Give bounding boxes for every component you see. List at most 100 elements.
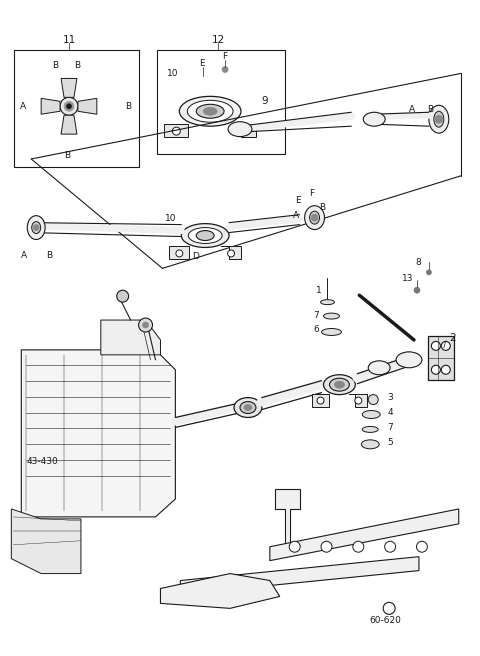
Bar (14, 50, 139, 167)
Text: B: B (64, 150, 70, 159)
Polygon shape (232, 124, 256, 137)
Text: F: F (310, 190, 315, 198)
Polygon shape (180, 557, 419, 594)
Text: A: A (21, 251, 27, 260)
Circle shape (353, 541, 364, 552)
Ellipse shape (329, 379, 349, 391)
Ellipse shape (362, 411, 380, 419)
Circle shape (143, 322, 148, 328)
Ellipse shape (429, 106, 449, 133)
Polygon shape (41, 98, 60, 114)
Polygon shape (221, 247, 241, 259)
Polygon shape (169, 247, 189, 259)
Ellipse shape (180, 96, 241, 126)
Circle shape (176, 250, 183, 257)
Polygon shape (101, 320, 160, 355)
Circle shape (426, 270, 432, 275)
Circle shape (432, 341, 440, 350)
Text: 1: 1 (315, 286, 321, 295)
Polygon shape (21, 350, 175, 517)
Circle shape (289, 541, 300, 552)
Text: 11: 11 (62, 35, 76, 45)
Text: 12: 12 (212, 35, 225, 45)
Ellipse shape (335, 381, 344, 388)
Text: 10: 10 (166, 214, 177, 223)
Polygon shape (160, 573, 280, 608)
Ellipse shape (324, 313, 339, 319)
Text: A: A (293, 211, 299, 220)
Text: B: B (320, 203, 325, 212)
Circle shape (414, 287, 420, 293)
Ellipse shape (240, 401, 256, 413)
Ellipse shape (361, 440, 379, 449)
Text: A: A (409, 105, 415, 113)
Polygon shape (270, 509, 459, 561)
Ellipse shape (234, 398, 262, 417)
Text: B: B (74, 61, 80, 70)
Polygon shape (165, 124, 188, 137)
Polygon shape (61, 79, 77, 97)
Polygon shape (349, 394, 367, 407)
Text: 7: 7 (313, 310, 319, 319)
Polygon shape (312, 394, 329, 407)
Circle shape (60, 97, 78, 115)
Circle shape (33, 224, 39, 230)
Ellipse shape (187, 100, 233, 122)
Text: F: F (222, 52, 227, 61)
Circle shape (383, 602, 395, 614)
Circle shape (441, 341, 450, 350)
Circle shape (432, 365, 440, 374)
Circle shape (311, 214, 318, 221)
Text: 6: 6 (313, 325, 319, 335)
Text: E: E (295, 196, 300, 205)
Ellipse shape (181, 224, 229, 247)
Ellipse shape (363, 112, 385, 126)
Circle shape (321, 541, 332, 552)
Ellipse shape (196, 104, 224, 118)
Ellipse shape (310, 211, 320, 224)
Text: B: B (125, 102, 131, 111)
Text: 4: 4 (387, 408, 393, 417)
Ellipse shape (322, 329, 341, 335)
Text: B: B (427, 105, 433, 113)
Circle shape (317, 397, 324, 404)
Text: B: B (46, 251, 52, 260)
Circle shape (368, 395, 378, 405)
Text: 8: 8 (415, 258, 421, 267)
Text: 60-620: 60-620 (369, 616, 401, 625)
Ellipse shape (244, 405, 252, 411)
Circle shape (139, 318, 153, 332)
Ellipse shape (368, 361, 390, 375)
Bar (157, 50, 285, 154)
Text: D: D (192, 252, 199, 261)
Ellipse shape (228, 122, 252, 136)
Text: 9: 9 (262, 96, 268, 106)
Ellipse shape (324, 375, 355, 395)
Text: 10: 10 (168, 69, 179, 78)
Text: 2: 2 (449, 333, 456, 343)
Ellipse shape (32, 222, 41, 234)
Text: 13: 13 (402, 274, 414, 283)
Circle shape (417, 541, 427, 552)
Text: A: A (20, 102, 26, 111)
Text: 43-430: 43-430 (26, 457, 58, 466)
Text: 5: 5 (387, 438, 393, 447)
Circle shape (384, 541, 396, 552)
Ellipse shape (203, 108, 217, 115)
Circle shape (228, 250, 235, 257)
Circle shape (67, 104, 72, 109)
Ellipse shape (434, 112, 444, 127)
Polygon shape (428, 336, 454, 380)
Circle shape (117, 290, 129, 302)
Polygon shape (78, 98, 97, 114)
Ellipse shape (321, 300, 335, 304)
Ellipse shape (305, 206, 324, 230)
Text: B: B (52, 61, 58, 70)
Circle shape (240, 127, 248, 135)
Text: 3: 3 (387, 393, 393, 402)
Circle shape (172, 127, 180, 135)
Ellipse shape (362, 426, 378, 432)
Circle shape (355, 397, 362, 404)
Circle shape (435, 115, 443, 123)
Polygon shape (61, 115, 77, 134)
